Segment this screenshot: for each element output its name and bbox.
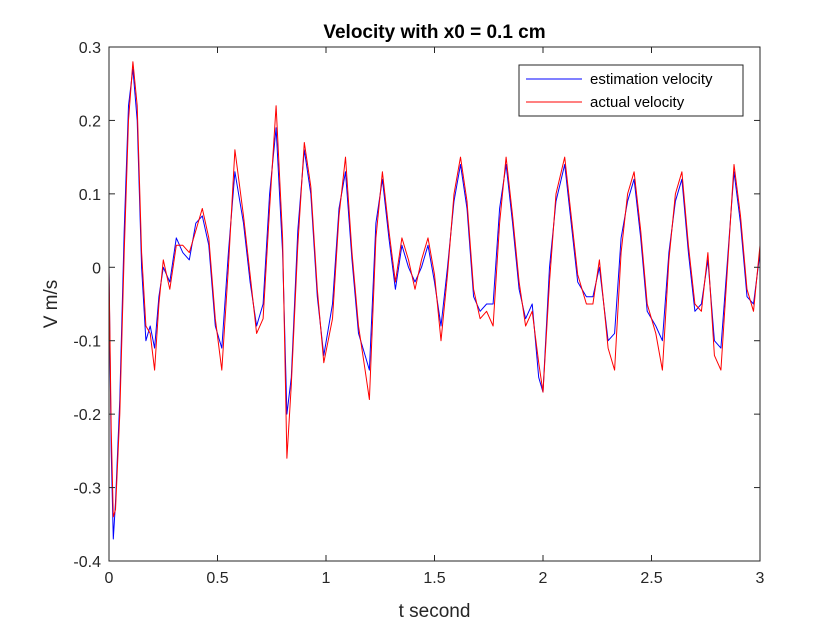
- plot-background: [109, 47, 760, 561]
- x-tick-label: 1.5: [423, 570, 445, 587]
- x-tick-label: 1: [322, 570, 331, 587]
- y-tick-label: -0.2: [73, 407, 101, 424]
- legend: estimation velocity actual velocity: [518, 64, 744, 117]
- y-tick-label: 0: [92, 260, 101, 277]
- series-layer: [108, 61, 761, 540]
- x-tick-label: 3: [756, 570, 765, 587]
- x-tick-label: 2: [539, 570, 548, 587]
- y-tick-label: -0.1: [73, 334, 101, 351]
- chart-title: Velocity with x0 = 0.1 cm: [323, 22, 545, 43]
- y-tick-label: 0.1: [79, 187, 101, 204]
- x-tick-label: 2.5: [640, 570, 662, 587]
- x-axis-label: t second: [399, 601, 471, 622]
- y-axis-label: V m/s: [41, 280, 62, 329]
- y-axis-ticks: 0.3 0.2 0.1 0 -0.1 -0.2 -0.3 -0.4: [73, 40, 760, 571]
- y-tick-label: -0.3: [73, 481, 101, 498]
- legend-label-actual: actual velocity: [590, 94, 685, 111]
- y-tick-label: 0.2: [79, 113, 101, 130]
- y-tick-label: -0.4: [73, 554, 101, 571]
- x-axis-ticks: 0 0.5 1 1.5 2 2.5 3: [105, 47, 765, 587]
- x-tick-label: 0: [105, 570, 114, 587]
- series-line-actual: [108, 61, 761, 518]
- y-tick-label: 0.3: [79, 40, 101, 57]
- legend-label-estimation: estimation velocity: [590, 71, 713, 88]
- x-tick-label: 0.5: [206, 570, 228, 587]
- legend-box: [518, 64, 744, 117]
